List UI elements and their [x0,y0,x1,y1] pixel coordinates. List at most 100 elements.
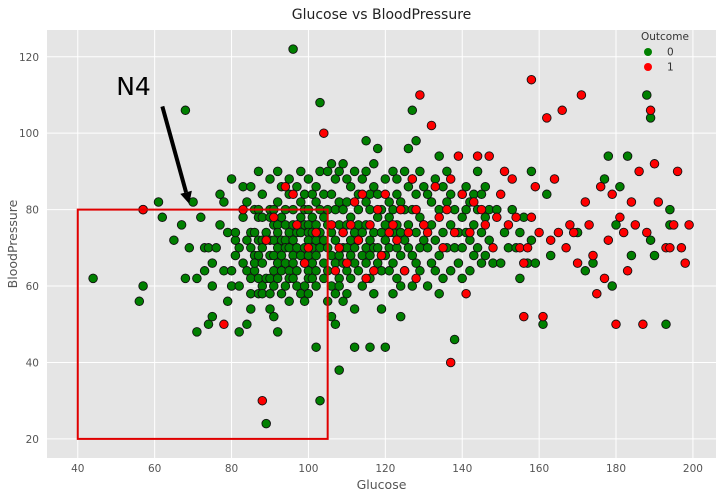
data-point-0 [342,288,352,299]
data-point-1 [349,197,360,207]
data-point-0 [388,288,398,299]
data-point-1 [453,151,464,161]
data-point-0 [276,288,287,299]
data-point-0 [626,250,637,261]
data-point-0 [665,204,675,215]
data-point-0 [315,97,325,108]
data-point-0 [280,281,291,291]
data-point-0 [207,258,218,268]
data-point-1 [534,227,544,238]
data-point-0 [246,181,256,192]
data-point-0 [384,197,394,207]
legend: Outcome 0 1 [641,31,689,74]
data-point-0 [545,250,556,261]
data-point-0 [453,258,464,268]
data-point-0 [215,220,225,230]
data-point-0 [234,327,244,337]
data-point-1 [565,220,575,230]
data-point-0 [265,304,275,314]
data-point-1 [403,227,414,238]
data-point-0 [649,250,660,261]
data-point-0 [299,296,310,307]
data-point-1 [395,204,406,215]
x-tick-label: 40 [71,463,84,475]
data-point-1 [465,227,475,238]
data-point-1 [580,197,591,207]
data-point-0 [257,189,268,200]
data-points [88,44,694,429]
data-point-1 [338,227,348,238]
grid-lines [47,30,716,458]
data-point-0 [442,166,452,177]
data-point-0 [484,235,494,245]
x-tick-label: 200 [683,463,703,475]
data-point-1 [680,258,690,268]
data-point-0 [422,189,433,200]
data-point-1 [330,266,341,276]
data-point-1 [492,212,502,223]
data-point-0 [330,235,341,245]
data-point-0 [365,235,375,245]
data-point-0 [315,395,325,406]
data-point-0 [407,281,418,291]
data-point-0 [307,212,318,223]
data-point-0 [326,159,337,169]
data-point-0 [153,197,164,207]
data-point-0 [469,220,479,230]
data-point-0 [230,250,241,261]
data-point-0 [169,235,179,245]
data-point-0 [515,227,525,238]
data-point-0 [211,243,221,253]
data-point-0 [472,166,483,177]
data-point-0 [603,151,614,161]
data-point-0 [507,204,517,215]
data-point-0 [430,266,441,276]
data-point-0 [299,281,310,291]
data-point-0 [345,273,356,284]
data-point-0 [372,243,383,253]
data-point-1 [642,227,652,238]
data-point-0 [461,204,471,215]
data-point-1 [292,220,302,230]
data-point-0 [365,342,375,352]
data-point-0 [296,197,306,207]
data-point-1 [519,258,529,268]
data-point-0 [403,243,414,253]
data-point-1 [576,90,587,100]
y-tick-label: 20 [26,434,39,446]
data-point-0 [88,273,98,284]
data-point-0 [284,296,294,307]
data-point-0 [292,181,302,192]
data-point-1 [361,273,371,284]
legend-title: Outcome [641,31,689,43]
data-point-0 [392,273,402,284]
data-point-0 [457,212,467,223]
data-point-1 [618,227,629,238]
data-point-1 [538,311,548,322]
data-point-0 [403,181,414,192]
data-point-0 [369,288,379,299]
data-point-0 [157,212,168,223]
data-point-1 [384,227,394,238]
data-point-0 [330,319,341,330]
data-point-0 [426,197,437,207]
data-point-1 [280,181,291,192]
data-point-0 [384,212,394,223]
data-point-1 [288,189,298,200]
data-point-0 [292,266,302,276]
y-axis-ticks: 20 40 60 80 100 120 [19,52,39,446]
data-point-0 [269,311,279,322]
data-point-0 [288,258,298,268]
arrow-shaft [160,105,188,193]
data-point-1 [592,288,602,299]
data-point-0 [380,342,391,352]
data-point-0 [353,266,364,276]
data-point-0 [611,220,621,230]
data-point-1 [603,235,614,245]
data-point-0 [615,181,625,192]
annotation-arrow [160,105,192,204]
x-axis-ticks: 40 60 80 100 120 140 160 180 200 [71,463,703,475]
data-point-0 [407,105,418,116]
data-point-1 [668,220,679,230]
data-point-0 [395,311,406,322]
